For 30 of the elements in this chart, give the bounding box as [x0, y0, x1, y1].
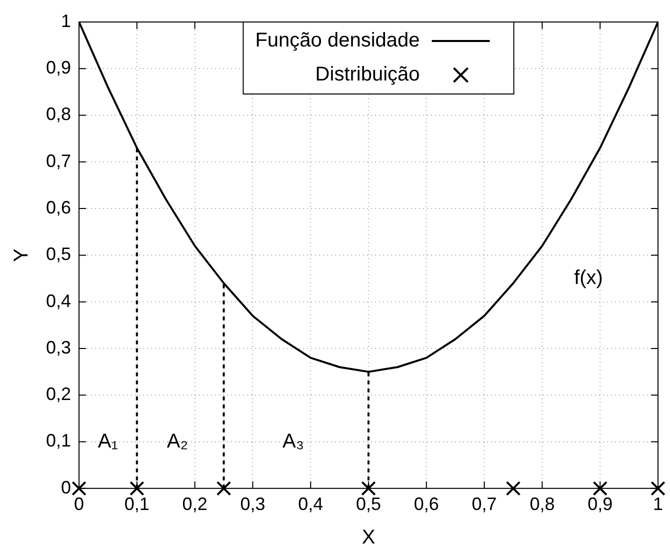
y-tick-label: 0	[61, 477, 72, 498]
y-tick-label: 0,9	[46, 58, 72, 78]
annotation: f(x)	[574, 267, 603, 290]
x-tick-label: 0,3	[240, 494, 266, 514]
y-axis-title: Y	[10, 248, 33, 262]
x-tick-label: 0,7	[472, 494, 497, 514]
legend-label: Distribuição	[315, 64, 420, 86]
x-tick-label: 0,1	[124, 494, 150, 514]
y-tick-label: 0,2	[46, 384, 72, 404]
y-tick-label: 0,1	[46, 430, 72, 451]
annotation: A₂	[166, 430, 188, 452]
x-tick-label: 0,8	[530, 494, 555, 514]
x-tick-label: 0,9	[588, 494, 613, 514]
y-tick-label: 0,8	[46, 104, 72, 124]
annotation: A₃	[282, 430, 304, 452]
y-tick-label: 0,6	[46, 198, 72, 218]
y-tick-label: 0,7	[46, 150, 72, 171]
y-tick-label: 0,3	[46, 337, 72, 358]
legend-label: Função densidade	[255, 30, 420, 52]
x-tick-label: 0,2	[182, 494, 208, 514]
x-tick-label: 0,4	[298, 494, 324, 514]
y-tick-label: 0,4	[46, 290, 72, 311]
y-tick-label: 0,5	[46, 244, 72, 264]
x-tick-label: 0,6	[414, 494, 439, 514]
x-axis-title: X	[362, 526, 376, 549]
x-tick-label: 0,5	[356, 494, 382, 514]
annotation: A₁	[98, 430, 118, 452]
x-tick-label: 1	[652, 494, 664, 514]
y-tick-label: 1	[61, 10, 72, 31]
x-tick-label: 0	[74, 494, 84, 514]
